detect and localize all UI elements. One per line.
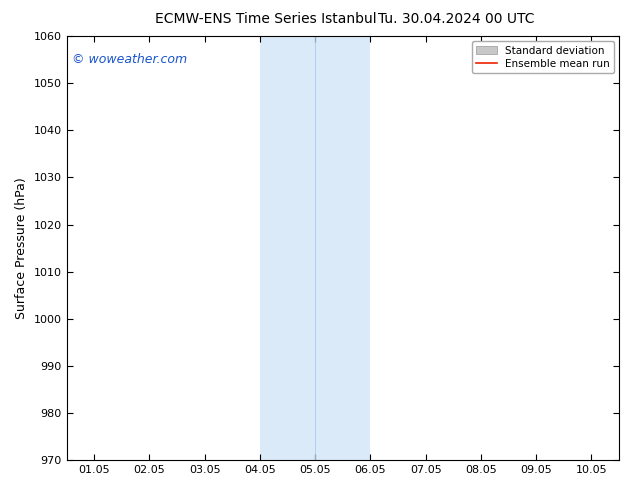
Bar	[260, 36, 370, 460]
Legend: Standard deviation, Ensemble mean run: Standard deviation, Ensemble mean run	[472, 41, 614, 73]
Text: © woweather.com: © woweather.com	[72, 53, 187, 66]
Y-axis label: Surface Pressure (hPa): Surface Pressure (hPa)	[15, 177, 28, 319]
Text: Tu. 30.04.2024 00 UTC: Tu. 30.04.2024 00 UTC	[378, 12, 534, 26]
Text: ECMW-ENS Time Series Istanbul: ECMW-ENS Time Series Istanbul	[155, 12, 377, 26]
